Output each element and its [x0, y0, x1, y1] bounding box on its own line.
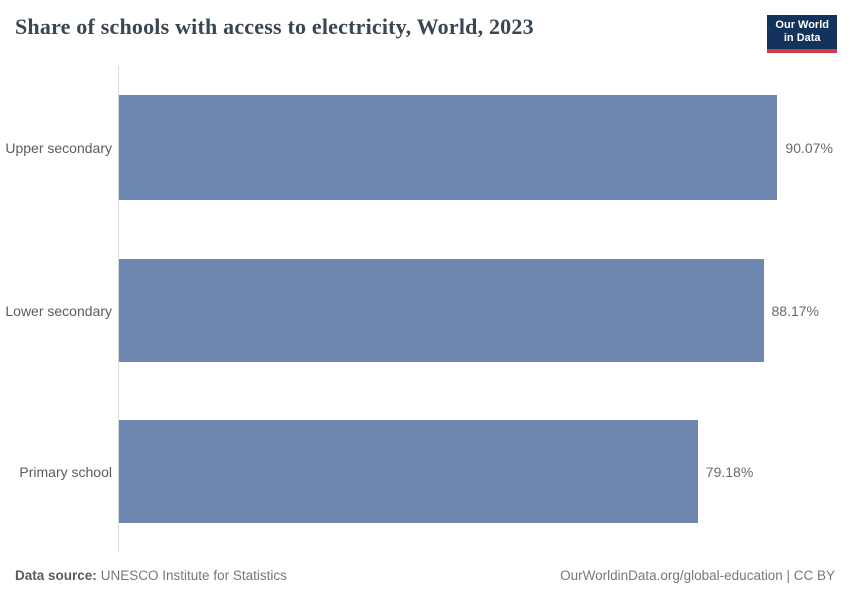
category-label-upper-secondary: Upper secondary	[5, 139, 112, 156]
bar-row: 79.18%	[119, 420, 850, 523]
bar-lower-secondary	[119, 259, 764, 362]
data-source-value: UNESCO Institute for Statistics	[100, 568, 287, 583]
bar-row: 90.07%	[119, 95, 850, 200]
value-label-upper-secondary: 90.07%	[785, 139, 833, 156]
page-title: Share of schools with access to electric…	[15, 14, 534, 39]
category-label-lower-secondary: Lower secondary	[5, 302, 112, 319]
logo-line-1: Our World	[775, 19, 829, 31]
data-source-note: Data source: UNESCO Institute for Statist…	[15, 568, 287, 583]
data-source-label: Data source:	[15, 568, 97, 583]
owid-logo: Our World in Data	[767, 15, 837, 53]
bar-upper-secondary	[119, 95, 778, 200]
category-label-primary-school: Primary school	[19, 463, 112, 480]
attribution-text: OurWorldinData.org/global-education | CC…	[560, 568, 835, 583]
bar-primary-school	[119, 420, 698, 523]
logo-line-2: in Data	[783, 32, 821, 44]
value-label-primary-school: 79.18%	[705, 463, 754, 480]
y-axis-line	[118, 66, 119, 552]
bar-row: 88.17%	[119, 259, 850, 362]
value-label-lower-secondary: 88.17%	[771, 302, 819, 319]
chart-footer: Data source: UNESCO Institute for Statist…	[15, 568, 835, 583]
